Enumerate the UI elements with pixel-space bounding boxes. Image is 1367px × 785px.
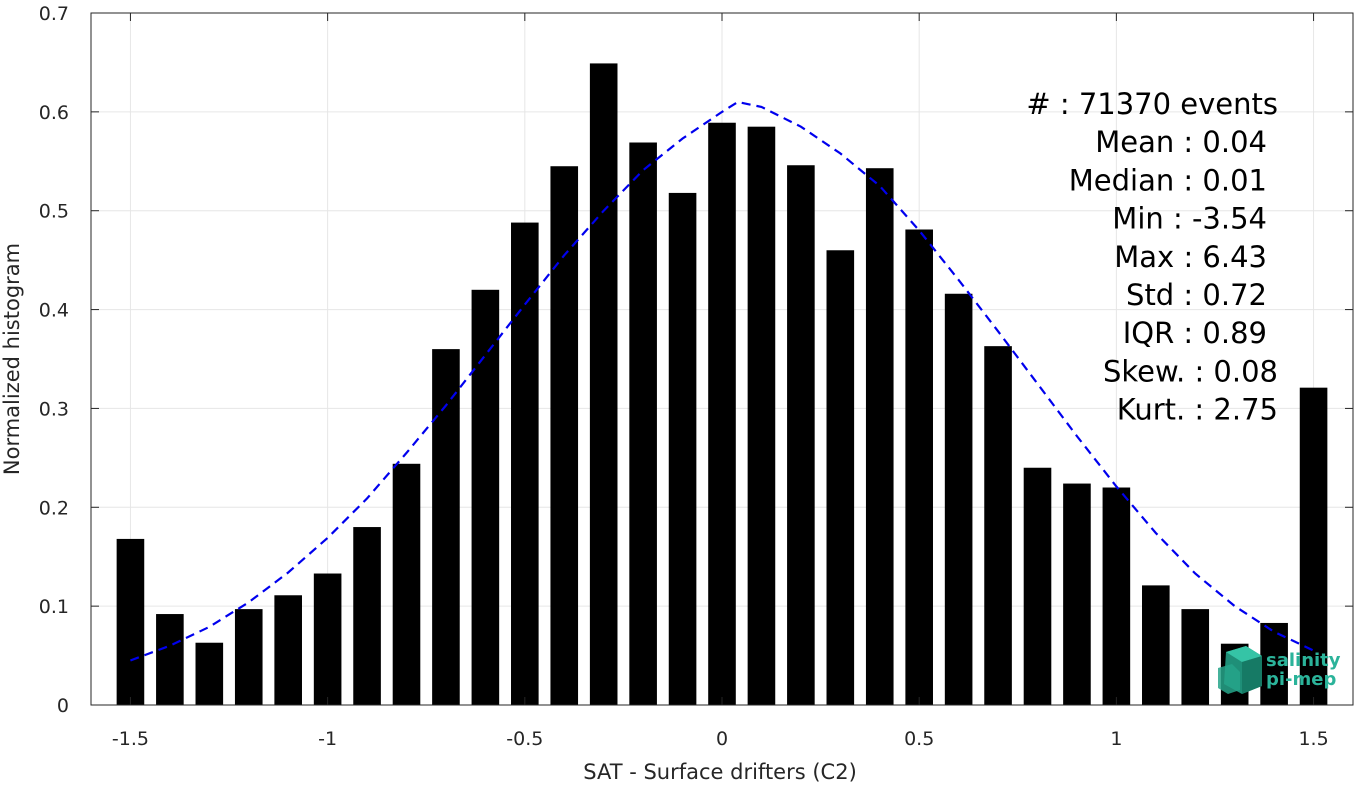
- bar: [1102, 487, 1131, 705]
- bar: [787, 165, 815, 706]
- bar: [865, 168, 894, 706]
- y-tick-label: 0.4: [39, 300, 69, 322]
- stat-line: Min : -3.54: [1112, 202, 1267, 236]
- bars-group: [116, 63, 1328, 706]
- logo-text-line1: salinity: [1266, 650, 1341, 671]
- bar: [471, 289, 500, 705]
- bar: [313, 573, 342, 705]
- x-tick-label: 1.5: [1298, 728, 1328, 750]
- y-tick-label: 0: [57, 695, 69, 717]
- stat-line: Max : 6.43: [1114, 240, 1267, 274]
- y-tick-label: 0.3: [39, 398, 69, 420]
- y-tick-label: 0.2: [39, 497, 69, 519]
- stat-line: Kurt. : 2.75: [1117, 393, 1278, 427]
- statistics-annotation: # : 71370 events Mean : 0.04 Median : 0.01…: [1026, 87, 1278, 427]
- x-tick-label: 0: [716, 728, 728, 750]
- x-axis-label: SAT - Surface drifters (C2): [583, 760, 857, 784]
- bar: [1063, 483, 1091, 705]
- bar: [392, 463, 421, 705]
- stat-line: Median : 0.01: [1069, 163, 1267, 197]
- bar: [353, 527, 381, 705]
- bar: [156, 614, 184, 705]
- bar: [747, 126, 776, 705]
- x-tick-label: -1.5: [112, 728, 149, 750]
- x-tick-label: 1: [1110, 728, 1122, 750]
- stat-line: Mean : 0.04: [1095, 125, 1267, 159]
- bar: [1181, 609, 1210, 705]
- salinity-pimep-logo: salinity pi-mep: [1218, 646, 1341, 694]
- bar: [708, 122, 736, 705]
- y-tick-label: 0.6: [39, 102, 69, 124]
- bar: [944, 293, 973, 705]
- bar: [234, 609, 263, 705]
- bar: [984, 346, 1012, 705]
- stat-line: Skew. : 0.08: [1103, 354, 1278, 388]
- bar: [432, 349, 460, 705]
- x-tick-label: -0.5: [506, 728, 543, 750]
- bar: [1299, 387, 1328, 705]
- bar: [1142, 585, 1170, 705]
- stat-line: IQR : 0.89: [1123, 316, 1267, 350]
- bar: [629, 142, 657, 705]
- tick-labels: -1.5 -1 -0.5 0 0.5 1 1.5 0 0.1 0.2 0.3 0.4 0.5 0.6 0.7: [39, 3, 1329, 750]
- stat-line: Std : 0.72: [1126, 278, 1267, 312]
- logo-text-line2: pi-mep: [1266, 669, 1336, 690]
- logo-cube-icon: [1218, 646, 1262, 694]
- bar: [826, 250, 855, 705]
- bar: [668, 192, 697, 706]
- y-tick-label: 0.1: [39, 596, 69, 618]
- y-axis-label: Normalized histogram: [0, 243, 24, 475]
- bar: [116, 538, 145, 705]
- bar: [905, 229, 933, 706]
- x-tick-label: 0.5: [904, 728, 934, 750]
- stat-line: # : 71370 events: [1026, 87, 1278, 121]
- x-tick-label: -1: [318, 728, 337, 750]
- bar: [589, 63, 618, 706]
- bar: [1023, 467, 1052, 705]
- y-tick-label: 0.5: [39, 201, 69, 223]
- bar: [274, 595, 302, 705]
- bar: [511, 222, 539, 705]
- axes-frame: [90, 12, 1354, 706]
- bar: [550, 166, 579, 705]
- bar: [195, 642, 224, 705]
- fit-curve: [130, 100, 1315, 662]
- y-tick-label: 0.7: [39, 3, 69, 25]
